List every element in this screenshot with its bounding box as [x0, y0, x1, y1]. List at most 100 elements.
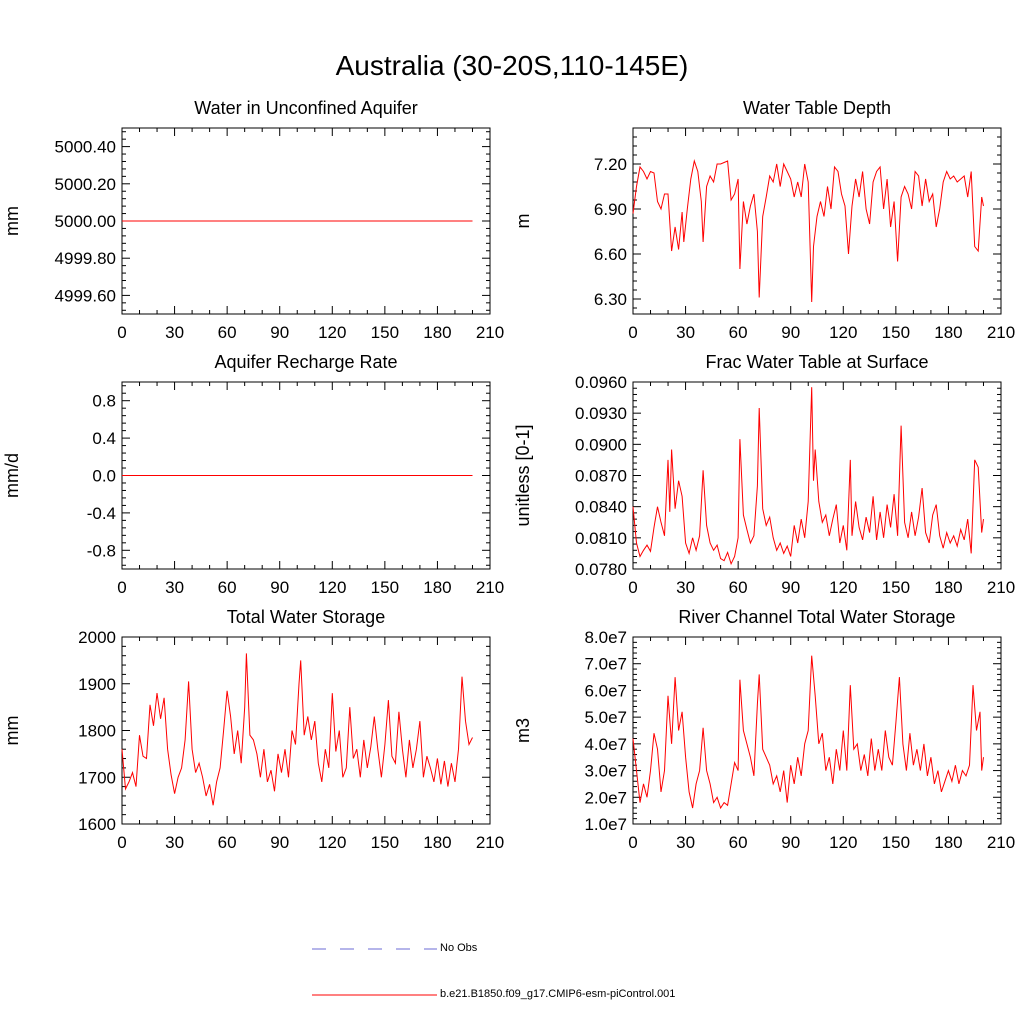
total-water-storage-ytick-label: 1600 [78, 815, 116, 834]
river-channel-storage-xtick-label: 180 [934, 833, 962, 852]
river-channel-storage-series-line [632, 655, 984, 810]
total-water-storage-ytick-label: 1900 [78, 675, 116, 694]
frac-water-table-ytick-label: 0.0810 [575, 529, 627, 548]
recharge-rate-xtick-label: 180 [423, 578, 451, 597]
recharge-rate-ytick-label: -0.4 [87, 504, 116, 523]
river-channel-storage-ytick-label: 3.0e7 [584, 762, 627, 781]
aquifer-water-title: Water in Unconfined Aquifer [194, 98, 417, 118]
legend-label-no-obs: No Obs [440, 942, 478, 954]
river-channel-storage-ytick-label: 8.0e7 [584, 628, 627, 647]
total-water-storage-title: Total Water Storage [227, 607, 385, 627]
total-water-storage-xtick-label: 30 [165, 833, 184, 852]
aquifer-water-xtick-label: 90 [270, 323, 289, 342]
recharge-rate-ytick-label: 0.8 [92, 392, 116, 411]
frac-water-table-xtick-label: 60 [729, 578, 748, 597]
river-channel-storage-ytick-label: 6.0e7 [584, 681, 627, 700]
water-table-depth-title: Water Table Depth [743, 98, 891, 118]
recharge-rate-xtick-label: 90 [270, 578, 289, 597]
river-channel-storage-ytick-label: 2.0e7 [584, 788, 627, 807]
panel-frac-water-table: Frac Water Table at Surface unitless [0-1… [513, 352, 1015, 597]
total-water-storage-xtick-label: 150 [371, 833, 399, 852]
water-table-depth-xtick-label: 150 [882, 323, 910, 342]
panel-water-table-depth: Water Table Depth m 0 30 60 90 120 150 180 210 6.3… [513, 98, 1015, 342]
frac-water-table-xtick-label: 150 [882, 578, 910, 597]
frac-water-table-series-line [632, 387, 984, 566]
panel-total-water-storage: Total Water Storage mm 0 30 60 90 120 150 180 210… [2, 607, 504, 852]
water-table-depth-series-line [632, 159, 984, 303]
panel-recharge-rate: Aquifer Recharge Rate mm/d 0 30 60 90 120 150 18… [2, 352, 504, 597]
recharge-rate-xtick-label: 60 [218, 578, 237, 597]
aquifer-water-xtick-label: 150 [371, 323, 399, 342]
frac-water-table-xtick-label: 90 [781, 578, 800, 597]
water-table-depth-ylabel: m [513, 214, 533, 229]
total-water-storage-xtick-label: 90 [270, 833, 289, 852]
river-channel-storage-ytick-label: 4.0e7 [584, 735, 627, 754]
figure-title: Australia (30-20S,110-145E) [335, 50, 689, 81]
total-water-storage-xtick-label: 0 [117, 833, 126, 852]
frac-water-table-ylabel: unitless [0-1] [513, 424, 533, 526]
panel-aquifer-water: Water in Unconfined Aquifer mm 0 30 60 90 120 1… [2, 98, 504, 342]
frac-water-table-xtick-label: 210 [987, 578, 1015, 597]
aquifer-water-xtick-label: 120 [318, 323, 346, 342]
river-channel-storage-xtick-label: 30 [676, 833, 695, 852]
total-water-storage-xtick-label: 210 [476, 833, 504, 852]
river-channel-storage-frame [632, 636, 1002, 825]
aquifer-water-ytick-label: 5000.00 [55, 212, 116, 231]
total-water-storage-ytick-label: 1700 [78, 768, 116, 787]
aquifer-water-ylabel: mm [2, 206, 22, 236]
recharge-rate-ytick-label: 0.4 [92, 429, 116, 448]
recharge-rate-xtick-label: 120 [318, 578, 346, 597]
water-table-depth-ytick-label: 7.20 [594, 155, 627, 174]
water-table-depth-xtick-label: 60 [729, 323, 748, 342]
water-table-depth-xtick-label: 180 [934, 323, 962, 342]
water-table-depth-xtick-label: 30 [676, 323, 695, 342]
river-channel-storage-xtick-label: 120 [829, 833, 857, 852]
river-channel-storage-title: River Channel Total Water Storage [678, 607, 955, 627]
frac-water-table-ytick-label: 0.0780 [575, 560, 627, 579]
frac-water-table-ytick-label: 0.0840 [575, 498, 627, 517]
frac-water-table-title: Frac Water Table at Surface [705, 352, 928, 372]
water-table-depth-xtick-label: 0 [628, 323, 637, 342]
recharge-rate-xtick-label: 150 [371, 578, 399, 597]
water-table-depth-xtick-label: 90 [781, 323, 800, 342]
water-table-depth-ytick-label: 6.90 [594, 200, 627, 219]
water-table-depth-xtick-label: 120 [829, 323, 857, 342]
recharge-rate-xtick-label: 30 [165, 578, 184, 597]
river-channel-storage-xtick-label: 0 [628, 833, 637, 852]
aquifer-water-xtick-label: 210 [476, 323, 504, 342]
total-water-storage-xtick-label: 180 [423, 833, 451, 852]
river-channel-storage-xtick-label: 90 [781, 833, 800, 852]
frac-water-table-ytick-label: 0.0900 [575, 435, 627, 454]
aquifer-water-xtick-label: 60 [218, 323, 237, 342]
frac-water-table-ytick-label: 0.0960 [575, 373, 627, 392]
river-channel-storage-xtick-label: 150 [882, 833, 910, 852]
total-water-storage-ytick-label: 2000 [78, 628, 116, 647]
legend-label-model: b.e21.B1850.f09_g17.CMIP6-esm-piControl.… [440, 988, 676, 1000]
recharge-rate-ytick-label: 0.0 [92, 467, 116, 486]
river-channel-storage-ytick-label: 1.0e7 [584, 815, 627, 834]
frac-water-table-xtick-label: 0 [628, 578, 637, 597]
total-water-storage-frame [121, 636, 491, 825]
aquifer-water-ytick-label: 4999.60 [55, 286, 116, 305]
water-table-depth-xtick-label: 210 [987, 323, 1015, 342]
total-water-storage-xtick-label: 120 [318, 833, 346, 852]
frac-water-table-xtick-label: 120 [829, 578, 857, 597]
river-channel-storage-ylabel: m3 [513, 718, 533, 743]
river-channel-storage-xtick-label: 60 [729, 833, 748, 852]
river-channel-storage-xtick-label: 210 [987, 833, 1015, 852]
aquifer-water-ytick-label: 5000.40 [55, 138, 116, 157]
total-water-storage-series-line [121, 653, 473, 806]
frac-water-table-ytick-label: 0.0930 [575, 404, 627, 423]
aquifer-water-xtick-label: 180 [423, 323, 451, 342]
aquifer-water-ytick-label: 5000.20 [55, 175, 116, 194]
aquifer-water-xtick-label: 30 [165, 323, 184, 342]
frac-water-table-xtick-label: 180 [934, 578, 962, 597]
recharge-rate-title: Aquifer Recharge Rate [214, 352, 397, 372]
water-table-depth-frame [632, 127, 1002, 315]
total-water-storage-ytick-label: 1800 [78, 722, 116, 741]
frac-water-table-ytick-label: 0.0870 [575, 467, 627, 486]
frac-water-table-xtick-label: 30 [676, 578, 695, 597]
water-table-depth-ytick-label: 6.30 [594, 290, 627, 309]
aquifer-water-xtick-label: 0 [117, 323, 126, 342]
recharge-rate-xtick-label: 0 [117, 578, 126, 597]
